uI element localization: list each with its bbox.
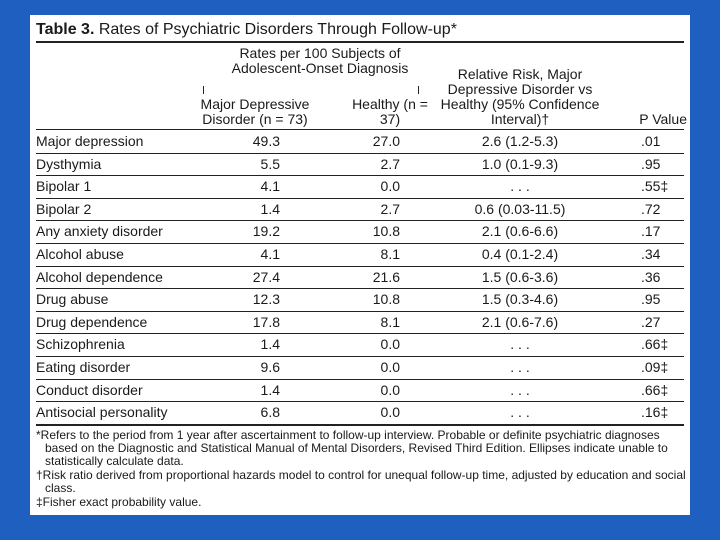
healthy-rate: 2.7 <box>380 155 400 172</box>
rule <box>36 41 684 43</box>
column-header: P Value <box>639 111 687 127</box>
title-label: Table 3. <box>36 21 95 38</box>
row-rule <box>36 310 684 312</box>
mdd-rate: 17.8 <box>252 313 280 330</box>
row-rule <box>36 423 684 426</box>
column-header: Relative Risk, Major Depressive Disorder… <box>440 66 600 127</box>
row-label: Eating disorder <box>36 359 131 375</box>
group-header: Rates per 100 Subjects of Adolescent-Ons… <box>231 45 409 76</box>
relative-risk: . . . <box>510 359 530 375</box>
row-rule <box>36 288 684 290</box>
p-value: .16‡ <box>641 404 669 421</box>
title-text: Rates of Psychiatric Disorders Through F… <box>98 21 457 38</box>
footnote: ‡Fisher exact probability value. <box>36 494 202 509</box>
relative-risk: . . . <box>510 404 530 421</box>
row-label: Alcohol dependence <box>36 268 163 285</box>
row-label: Bipolar 2 <box>36 200 92 217</box>
relative-risk: . . . <box>510 178 530 195</box>
relative-risk: 1.5 (0.6-3.6) <box>481 268 559 285</box>
table-title: Table 3. Rates of Psychiatric Disorders … <box>36 21 457 39</box>
mdd-rate: 1.4 <box>260 381 280 398</box>
p-value: .66‡ <box>641 336 669 353</box>
relative-risk: . . . <box>510 381 530 398</box>
healthy-rate: 27.0 <box>372 133 400 149</box>
mdd-rate: 4.1 <box>260 246 280 262</box>
mdd-rate: 5.5 <box>260 155 280 172</box>
table-panel: Table 3. Rates of Psychiatric Disorders … <box>30 15 690 515</box>
healthy-rate: 0.0 <box>380 178 400 195</box>
row-label: Conduct disorder <box>36 381 143 398</box>
row-rule <box>36 378 684 380</box>
row-rule <box>36 265 684 267</box>
row-rule <box>36 152 684 154</box>
footnote: †Risk ratio derived from proportional ha… <box>36 467 686 495</box>
row-rule <box>36 356 684 357</box>
row-rule <box>36 401 684 403</box>
column-header: Healthy (n = 37) <box>352 96 428 127</box>
row-label: Bipolar 1 <box>36 178 92 195</box>
relative-risk: 2.1 (0.6-6.6) <box>481 223 559 240</box>
relative-risk: 0.6 (0.03-11.5) <box>474 200 566 217</box>
mdd-rate: 4.1 <box>260 178 280 195</box>
row-rule <box>36 220 684 222</box>
row-rule <box>36 197 684 199</box>
mdd-rate: 6.8 <box>260 404 280 421</box>
footnote: *Refers to the period from 1 year after … <box>36 427 668 468</box>
healthy-rate: 21.6 <box>372 268 400 285</box>
relative-risk: . . . <box>510 336 530 353</box>
healthy-rate: 0.0 <box>380 381 400 398</box>
mdd-rate: 1.4 <box>260 200 280 217</box>
row-rule <box>36 243 684 244</box>
mdd-rate: 1.4 <box>260 336 280 353</box>
p-value: .36 <box>641 268 661 285</box>
row-label: Drug abuse <box>36 291 109 308</box>
bracket <box>203 86 204 94</box>
p-value: .95 <box>641 155 661 172</box>
row-label: Antisocial personality <box>36 404 168 421</box>
row-label: Schizophrenia <box>36 336 125 353</box>
row-rule <box>36 175 684 177</box>
healthy-rate: 8.1 <box>380 313 400 330</box>
column-header: Major Depressive Disorder (n = 73) <box>200 96 310 127</box>
mdd-rate: 9.6 <box>260 359 280 375</box>
mdd-rate: 49.3 <box>252 133 280 149</box>
row-label: Drug dependence <box>36 313 148 330</box>
mdd-rate: 19.2 <box>252 223 280 240</box>
healthy-rate: 10.8 <box>372 223 400 240</box>
relative-risk: 1.0 (0.1-9.3) <box>481 155 559 172</box>
row-label: Alcohol abuse <box>36 246 124 262</box>
p-value: .66‡ <box>641 381 669 398</box>
mdd-rate: 27.4 <box>252 268 280 285</box>
relative-risk: 0.4 (0.1-2.4) <box>481 246 559 262</box>
healthy-rate: 8.1 <box>380 246 400 262</box>
bracket <box>418 86 419 94</box>
relative-risk: 1.5 (0.3-4.6) <box>481 291 559 308</box>
p-value: .01 <box>641 133 661 149</box>
row-label: Major depression <box>36 133 144 149</box>
healthy-rate: 0.0 <box>380 404 400 421</box>
relative-risk: 2.1 (0.6-7.6) <box>481 313 559 330</box>
row-rule <box>36 333 684 335</box>
mdd-rate: 12.3 <box>252 291 280 308</box>
p-value: .72 <box>641 200 661 217</box>
healthy-rate: 2.7 <box>380 200 400 217</box>
p-value: .95 <box>641 291 661 308</box>
healthy-rate: 10.8 <box>372 291 400 308</box>
healthy-rate: 0.0 <box>380 336 400 353</box>
p-value: .34 <box>641 246 661 262</box>
p-value: .17 <box>641 223 661 240</box>
p-value: .55‡ <box>641 178 669 195</box>
rule <box>36 129 684 130</box>
p-value: .09‡ <box>641 359 669 375</box>
row-label: Dysthymia <box>36 155 102 172</box>
healthy-rate: 0.0 <box>380 359 400 375</box>
p-value: .27 <box>641 313 661 330</box>
row-label: Any anxiety disorder <box>36 223 163 240</box>
relative-risk: 2.6 (1.2-5.3) <box>481 133 559 149</box>
